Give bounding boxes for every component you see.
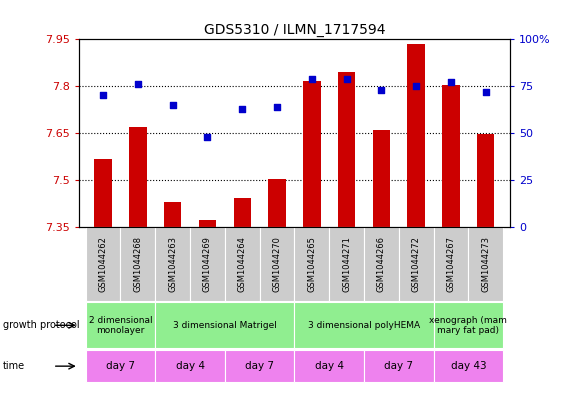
Text: day 7: day 7	[106, 361, 135, 371]
Point	[133, 81, 142, 87]
Text: xenograph (mam
mary fat pad): xenograph (mam mary fat pad)	[430, 316, 507, 335]
Point	[272, 104, 282, 110]
Point	[412, 83, 421, 89]
Text: GSM1044265: GSM1044265	[307, 236, 317, 292]
Bar	[155, 350, 225, 382]
Bar	[303, 81, 321, 226]
Title: GDS5310 / ILMN_1717594: GDS5310 / ILMN_1717594	[203, 23, 385, 37]
Bar	[121, 226, 155, 301]
Text: 3 dimensional polyHEMA: 3 dimensional polyHEMA	[308, 321, 420, 330]
Bar	[155, 303, 294, 348]
Point	[377, 87, 386, 93]
Bar	[225, 350, 294, 382]
Bar	[86, 303, 155, 348]
Bar	[364, 350, 434, 382]
Text: GSM1044263: GSM1044263	[168, 236, 177, 292]
Bar	[259, 226, 294, 301]
Bar	[155, 226, 190, 301]
Bar	[94, 160, 112, 226]
Bar	[268, 179, 286, 226]
Bar	[234, 198, 251, 226]
Text: GSM1044264: GSM1044264	[238, 236, 247, 292]
Text: day 7: day 7	[384, 361, 413, 371]
Bar	[199, 220, 216, 226]
Point	[203, 134, 212, 140]
Text: GSM1044269: GSM1044269	[203, 236, 212, 292]
Text: GSM1044268: GSM1044268	[134, 236, 142, 292]
Bar	[477, 134, 494, 226]
Point	[307, 75, 317, 82]
Text: growth protocol: growth protocol	[3, 320, 79, 330]
Bar	[434, 303, 503, 348]
Bar	[399, 226, 434, 301]
Text: GSM1044267: GSM1044267	[447, 236, 455, 292]
Point	[481, 88, 490, 95]
Text: GSM1044271: GSM1044271	[342, 236, 351, 292]
Text: GSM1044272: GSM1044272	[412, 236, 421, 292]
Text: day 4: day 4	[315, 361, 344, 371]
Bar	[408, 44, 425, 226]
Text: day 7: day 7	[245, 361, 274, 371]
Bar	[164, 202, 181, 226]
Text: GSM1044270: GSM1044270	[272, 236, 282, 292]
Bar	[442, 84, 459, 226]
Bar	[190, 226, 225, 301]
Bar	[338, 72, 355, 226]
Point	[342, 75, 352, 82]
Text: 2 dimensional
monolayer: 2 dimensional monolayer	[89, 316, 152, 335]
Text: time: time	[3, 361, 25, 371]
Bar	[329, 226, 364, 301]
Text: GSM1044262: GSM1044262	[99, 236, 107, 292]
Bar	[364, 226, 399, 301]
Bar	[294, 226, 329, 301]
Point	[447, 79, 456, 86]
Point	[237, 105, 247, 112]
Text: GSM1044273: GSM1044273	[482, 236, 490, 292]
Bar	[294, 303, 434, 348]
Bar	[434, 226, 468, 301]
Text: GSM1044266: GSM1044266	[377, 236, 386, 292]
Point	[99, 92, 108, 99]
Point	[168, 102, 177, 108]
Text: day 43: day 43	[451, 361, 486, 371]
Bar	[373, 130, 390, 226]
Bar	[225, 226, 259, 301]
Bar	[86, 226, 121, 301]
Bar	[434, 350, 503, 382]
Bar	[294, 350, 364, 382]
Bar	[468, 226, 503, 301]
Text: day 4: day 4	[175, 361, 205, 371]
Text: 3 dimensional Matrigel: 3 dimensional Matrigel	[173, 321, 277, 330]
Bar	[86, 350, 155, 382]
Bar	[129, 127, 146, 226]
